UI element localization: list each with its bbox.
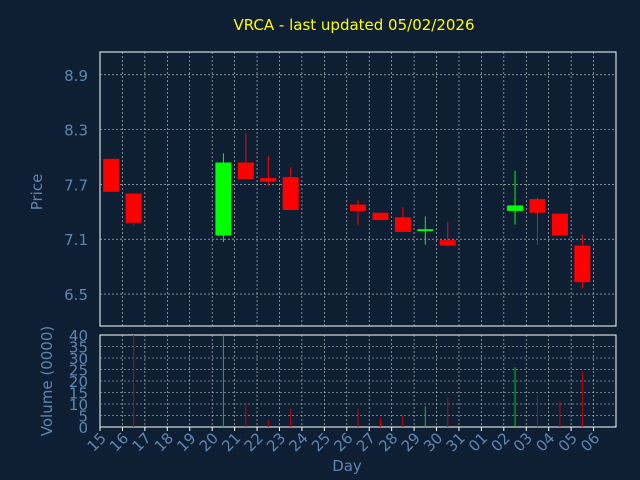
volume-y-tick-label: 20 <box>69 373 88 391</box>
volume-y-tick-label: 35 <box>69 339 88 357</box>
candle-body-23 <box>282 177 299 211</box>
price-y-tick-label: 7.7 <box>64 176 88 194</box>
candle-body-22 <box>260 178 277 182</box>
volume-grid <box>100 335 616 427</box>
volume-y-tick-label: 30 <box>69 350 88 368</box>
candle-body-29 <box>417 229 434 232</box>
x-tick-label: 06 <box>577 429 603 455</box>
candle-body-03 <box>529 199 546 213</box>
price-y-tick-label: 7.1 <box>64 231 88 249</box>
volume-y-tick-label: 5 <box>78 408 88 426</box>
candle-body-04 <box>551 213 568 236</box>
volume-y-tick-label: 15 <box>69 385 88 403</box>
candle-body-28 <box>394 217 411 232</box>
candle-body-05 <box>574 245 591 283</box>
price-grid <box>100 52 616 326</box>
candle-body-20 <box>215 162 232 236</box>
volume-y-tick-label: 10 <box>69 396 88 414</box>
candle-body-26 <box>350 204 366 211</box>
chart-title: VRCA - last updated 05/02/2026 <box>233 16 474 34</box>
volume-bars <box>133 335 583 427</box>
price-y-tick-labels: 6.5 7.1 7.7 8.3 8.9 <box>64 67 88 304</box>
price-panel: 6.5 7.1 7.7 8.3 8.9 Price <box>28 51 617 327</box>
volume-y-tick-label: 25 <box>69 362 88 380</box>
candlesticks <box>103 133 591 289</box>
candle-body-16 <box>125 193 142 223</box>
candle-body-02 <box>507 205 524 211</box>
price-plot-frame <box>99 51 617 327</box>
volume-y-tick-label: 0 <box>78 419 88 437</box>
volume-axis-label: Volume (0000) <box>38 326 56 436</box>
x-axis-label: Day <box>332 457 362 475</box>
x-tick-labels: 1516171819202122232425262728293031010203… <box>84 427 603 455</box>
price-y-tick-label: 8.9 <box>64 67 88 85</box>
candle-body-27 <box>372 212 389 221</box>
candle-body-30 <box>439 240 456 246</box>
price-y-tick-label: 6.5 <box>64 286 88 304</box>
volume-y-tick-label: 40 <box>69 327 88 345</box>
price-y-tick-label: 8.3 <box>64 122 88 140</box>
price-axis-label: Price <box>28 174 46 211</box>
candle-body-15 <box>103 158 120 192</box>
candle-body-21 <box>237 162 254 179</box>
